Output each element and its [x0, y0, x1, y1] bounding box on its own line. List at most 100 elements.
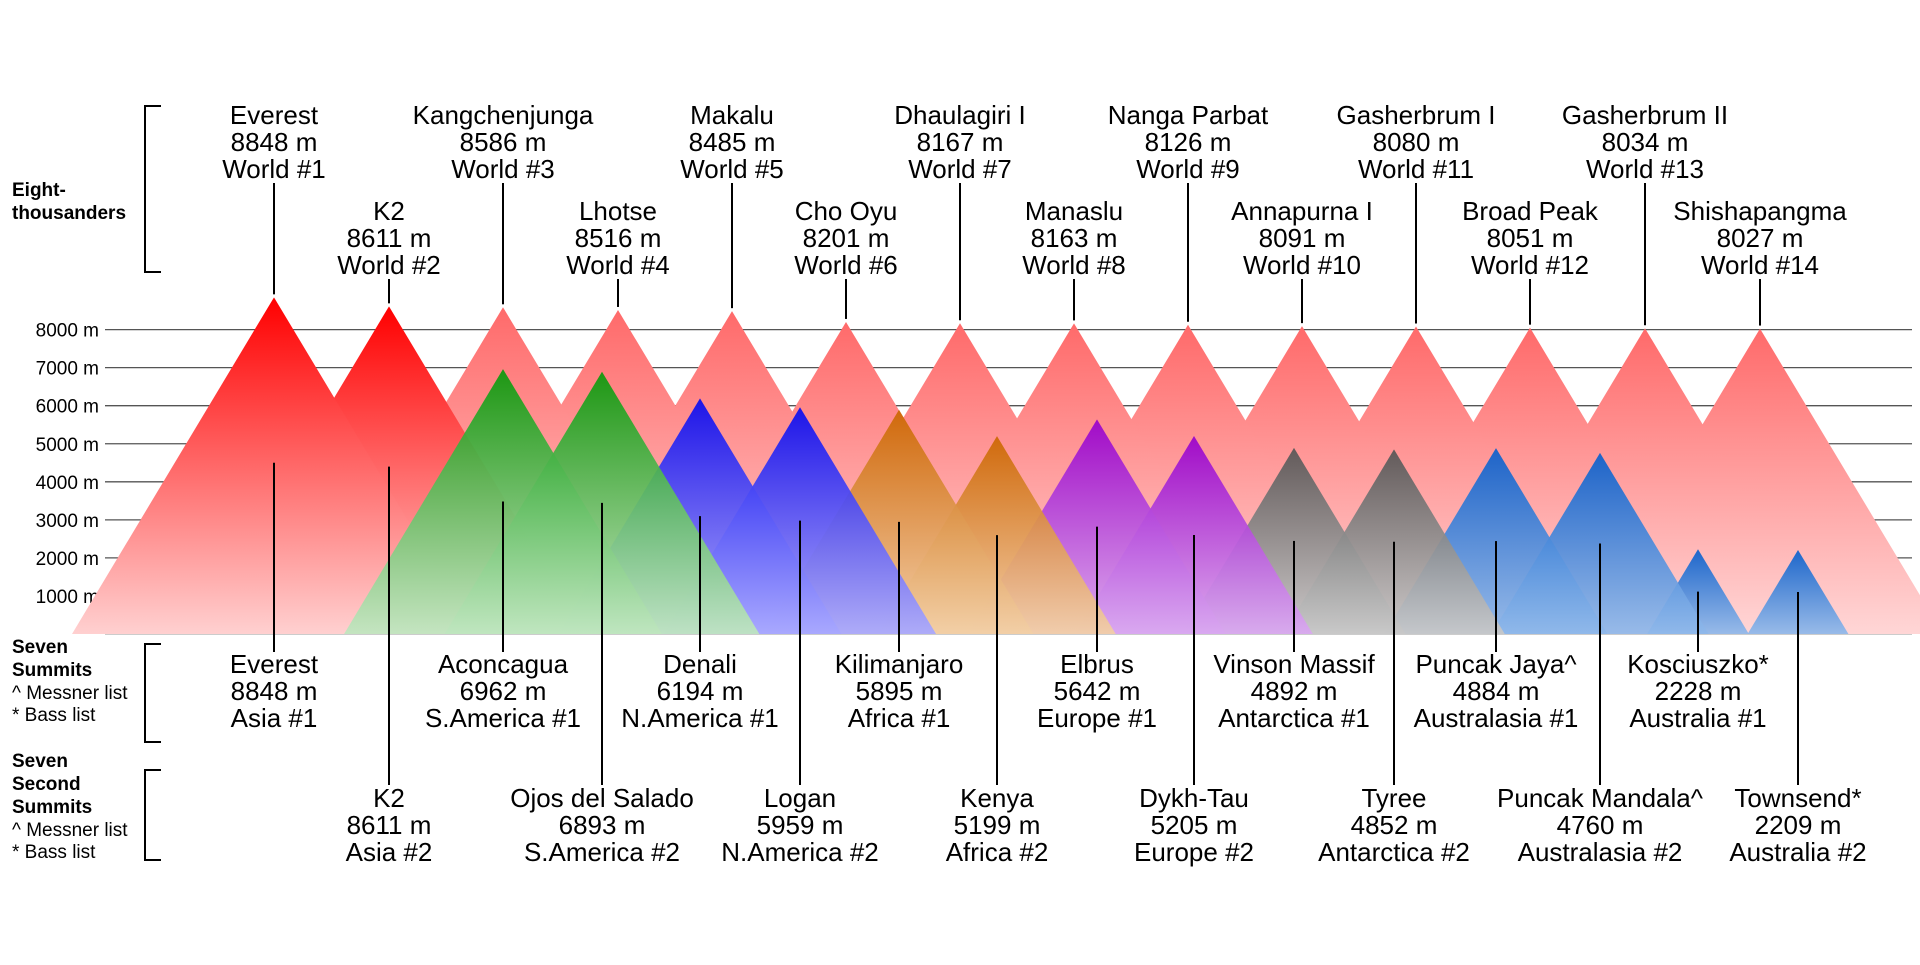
second-summit-label-name: Dykh-Tau: [1139, 783, 1249, 813]
eight-thousanders-bracket: [144, 105, 161, 273]
seven-summit-label-rank: Asia #1: [231, 703, 318, 733]
eight-thousander-label-height-label: 8611 m: [347, 223, 432, 253]
second-summit-label-rank: Australia #2: [1729, 837, 1866, 867]
second-summit-label-rank: S.America #2: [524, 837, 680, 867]
axis-tick-label: 6000 m: [36, 397, 99, 418]
eight-thousander-label-rank: World #2: [337, 250, 441, 280]
seven-summit-label-height-label: 2228 m: [1655, 676, 1742, 706]
eight-thousander-label-rank: World #1: [222, 154, 326, 184]
axis-tick-label: 4000 m: [36, 473, 99, 494]
seven-summit-label-height-label: 6962 m: [460, 676, 547, 706]
eight-thousander-label-height-label: 8126 m: [1145, 127, 1232, 157]
seven-summit-label-rank: N.America #1: [621, 703, 779, 733]
second-summit-label-name: Kenya: [960, 783, 1034, 813]
eight-thousander-label-name: Lhotse: [579, 196, 657, 226]
seven-summit-label-name: Kosciuszko*: [1627, 649, 1769, 679]
second-summit-label-rank: N.America #2: [721, 837, 879, 867]
eight-thousander-label-name: Everest: [230, 100, 319, 130]
eight-thousander-label-name: Annapurna I: [1231, 196, 1373, 226]
second-summit-label-height-label: 4852 m: [1351, 810, 1438, 840]
eight-thousander-label-name: Nanga Parbat: [1108, 100, 1269, 130]
eight-thousander-label-name: Manaslu: [1025, 196, 1123, 226]
seven-summit-label-name: Aconcagua: [438, 649, 569, 679]
eight-thousander-label-rank: World #3: [451, 154, 555, 184]
eight-thousander-label-name: Gasherbrum II: [1562, 100, 1728, 130]
eight-thousander-label-rank: World #12: [1471, 250, 1589, 280]
seven-summit-label-name: Kilimanjaro: [835, 649, 964, 679]
seven-summit-label-rank: Australasia #1: [1414, 703, 1579, 733]
axis-tick-label: 1000 m: [36, 587, 99, 608]
seven-summit-label-height-label: 5895 m: [856, 676, 943, 706]
eight-thousanders-title-line1: Eight-: [12, 180, 66, 201]
seven-second-summits-title-line3: Summits: [12, 797, 92, 818]
second-summit-label-rank: Australasia #2: [1518, 837, 1683, 867]
second-summit-label-height-label: 8611 m: [347, 810, 432, 840]
eight-thousander-label-name: Gasherbrum I: [1337, 100, 1496, 130]
eight-thousander-label-name: K2: [373, 196, 405, 226]
seven-summit-label-name: Elbrus: [1060, 649, 1134, 679]
axis-tick-label: 3000 m: [36, 511, 99, 532]
eight-thousander-label-name: Cho Oyu: [795, 196, 898, 226]
seven-summit-label-rank: Africa #1: [848, 703, 951, 733]
eight-thousanders-title-line2: thousanders: [12, 203, 126, 224]
eight-thousander-label-name: Kangchenjunga: [413, 100, 594, 130]
eight-thousander-label-rank: World #10: [1243, 250, 1361, 280]
seven-second-summits-note-bass: * Bass list: [12, 842, 96, 863]
second-summit-label-height-label: 5959 m: [757, 810, 844, 840]
eight-thousander-label-height-label: 8586 m: [460, 127, 547, 157]
seven-second-summits-bracket: [144, 769, 161, 861]
eight-thousander-label-height-label: 8167 m: [917, 127, 1004, 157]
seven-summits-bracket: [144, 643, 161, 743]
eight-thousander-label-height-label: 8163 m: [1031, 223, 1118, 253]
axis-tick-label: 5000 m: [36, 435, 99, 456]
second-summit-label-rank: Asia #2: [346, 837, 433, 867]
eight-thousander-label-height-label: 8485 m: [689, 127, 776, 157]
second-summit-label-rank: Europe #2: [1134, 837, 1254, 867]
second-summit-label-name: K2: [373, 783, 405, 813]
seven-second-summits-title-line1: Seven: [12, 751, 68, 772]
second-summit-label-name: Puncak Mandala^: [1497, 783, 1704, 813]
eight-thousander-label-height-label: 8034 m: [1602, 127, 1689, 157]
second-summit-label-height-label: 5199 m: [954, 810, 1041, 840]
eight-thousander-label-height-label: 8516 m: [575, 223, 662, 253]
eight-thousander-label-rank: World #8: [1022, 250, 1126, 280]
eight-thousander-label-rank: World #4: [566, 250, 670, 280]
seven-summits-note-bass: * Bass list: [12, 705, 96, 726]
axis-tick-label: 8000 m: [36, 321, 99, 342]
seven-summit-label-name: Denali: [663, 649, 737, 679]
second-summit-label-name: Ojos del Salado: [510, 783, 694, 813]
eight-thousander-label-rank: World #14: [1701, 250, 1819, 280]
seven-second-summits-note-messner: ^ Messner list: [12, 820, 128, 841]
axis-tick-label: 7000 m: [36, 359, 99, 380]
eight-thousander-label-height-label: 8080 m: [1373, 127, 1460, 157]
seven-summit-label-name: Puncak Jaya^: [1415, 649, 1577, 679]
eight-thousander-label-name: Shishapangma: [1673, 196, 1847, 226]
eight-thousander-label-name: Makalu: [690, 100, 774, 130]
axis-tick-label: 2000 m: [36, 549, 99, 570]
seven-summit-label-height-label: 4884 m: [1453, 676, 1540, 706]
second-summit-label-rank: Africa #2: [946, 837, 1049, 867]
eight-thousander-label-rank: World #11: [1358, 154, 1474, 184]
seven-summit-label-height-label: 4892 m: [1251, 676, 1338, 706]
seven-summits-title-line2: Summits: [12, 660, 92, 681]
eight-thousander-label-height-label: 8051 m: [1487, 223, 1574, 253]
second-summit-label-height-label: 6893 m: [559, 810, 646, 840]
second-summit-label-height-label: 5205 m: [1151, 810, 1238, 840]
eight-thousander-label-height-label: 8201 m: [803, 223, 890, 253]
seven-second-summits-title-line2: Second: [12, 774, 81, 795]
seven-summit-label-rank: Europe #1: [1037, 703, 1157, 733]
seven-summit-label-rank: Antarctica #1: [1218, 703, 1370, 733]
second-summit-label-height-label: 2209 m: [1755, 810, 1842, 840]
eight-thousander-label-rank: World #9: [1136, 154, 1240, 184]
seven-summit-label-height-label: 5642 m: [1054, 676, 1141, 706]
eight-thousander-label-name: Broad Peak: [1462, 196, 1599, 226]
eight-thousander-label-rank: World #5: [680, 154, 784, 184]
seven-summit-label-rank: Australia #1: [1629, 703, 1766, 733]
seven-summits-note-messner: ^ Messner list: [12, 683, 128, 704]
eight-thousander-label-rank: World #7: [908, 154, 1012, 184]
seven-summit-label-height-label: 8848 m: [231, 676, 318, 706]
eight-thousander-label-name: Dhaulagiri I: [894, 100, 1026, 130]
second-summit-label-name: Townsend*: [1734, 783, 1861, 813]
